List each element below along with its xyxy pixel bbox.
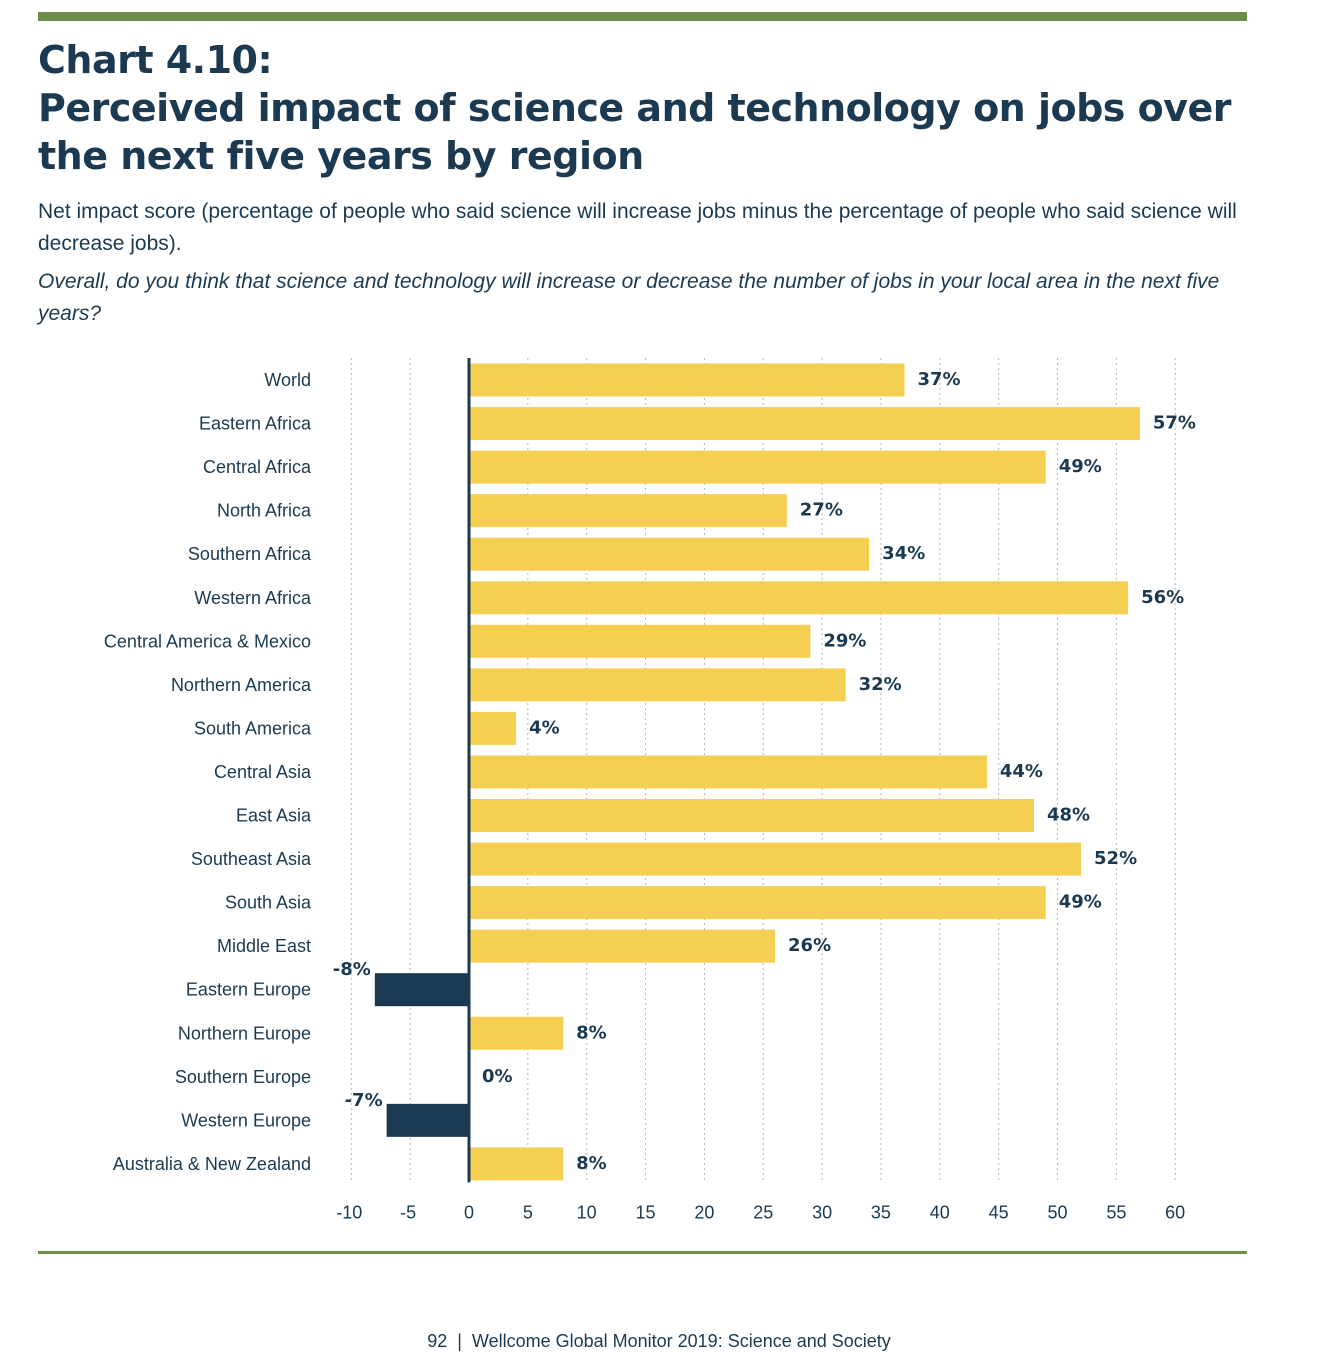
bar bbox=[469, 581, 1129, 615]
x-tick-label: -10 bbox=[336, 1202, 362, 1222]
category-label: Northern Europe bbox=[178, 1023, 311, 1043]
bar bbox=[469, 799, 1034, 832]
category-label: Middle East bbox=[217, 936, 311, 956]
chart-title-line-1: Chart 4.10: bbox=[38, 38, 273, 82]
data-label: 52% bbox=[1094, 848, 1137, 869]
x-tick-label: -5 bbox=[400, 1202, 416, 1222]
bottom-accent-rule bbox=[38, 1251, 1247, 1254]
bar bbox=[469, 668, 846, 702]
category-label: Central Asia bbox=[214, 762, 312, 782]
x-tick-label: 10 bbox=[577, 1202, 597, 1222]
x-tick-label: 20 bbox=[694, 1202, 714, 1222]
x-tick-label: 55 bbox=[1106, 1202, 1126, 1222]
category-label: Eastern Africa bbox=[199, 414, 312, 434]
category-label: Central America & Mexico bbox=[104, 631, 311, 651]
top-accent-rule bbox=[38, 12, 1247, 21]
page-footer: 92 | Wellcome Global Monitor 2019: Science… bbox=[0, 1331, 1318, 1352]
bar bbox=[469, 842, 1082, 876]
bar bbox=[469, 711, 517, 745]
data-label: 44% bbox=[1000, 761, 1043, 782]
category-label: Southern Africa bbox=[188, 544, 312, 564]
category-label: Northern America bbox=[171, 675, 312, 695]
bar bbox=[386, 1103, 469, 1137]
data-label: 8% bbox=[576, 1022, 607, 1043]
data-label: 49% bbox=[1059, 456, 1102, 477]
x-tick-label: 35 bbox=[871, 1202, 891, 1222]
bar bbox=[469, 755, 987, 789]
category-label: South America bbox=[194, 718, 312, 738]
category-label: South Asia bbox=[225, 893, 312, 913]
survey-question: Overall, do you think that science and t… bbox=[38, 270, 1220, 325]
data-label: 56% bbox=[1141, 587, 1184, 608]
category-label: Australia & New Zealand bbox=[113, 1154, 311, 1174]
page-number: 92 bbox=[427, 1331, 448, 1351]
data-label: 8% bbox=[576, 1153, 607, 1174]
x-tick-label: 5 bbox=[523, 1202, 533, 1222]
data-label: 37% bbox=[917, 369, 960, 390]
bar bbox=[469, 494, 787, 528]
x-tick-label: 50 bbox=[1047, 1202, 1067, 1222]
data-label: 29% bbox=[823, 630, 866, 651]
footer-separator: | bbox=[457, 1331, 462, 1351]
bar bbox=[469, 1147, 564, 1181]
category-label: Southeast Asia bbox=[191, 849, 312, 869]
bar-chart: World 37% Eastern Africa 57% Central Africa 4… bbox=[104, 358, 1196, 1222]
data-label: 57% bbox=[1153, 413, 1196, 434]
data-label: 34% bbox=[882, 543, 925, 564]
bar bbox=[469, 624, 811, 658]
bar bbox=[469, 450, 1046, 484]
bar bbox=[374, 973, 469, 1007]
data-label: 49% bbox=[1059, 892, 1102, 913]
data-label: -7% bbox=[345, 1090, 383, 1111]
chart-title-line-2: Perceived impact of science and technolo… bbox=[38, 86, 1232, 130]
chart-subtitle: Net impact score (percentage of people w… bbox=[38, 200, 1237, 255]
category-label: Western Africa bbox=[194, 588, 312, 608]
category-label: World bbox=[264, 370, 311, 390]
data-label: 27% bbox=[800, 500, 843, 521]
x-tick-label: 60 bbox=[1165, 1202, 1185, 1222]
x-tick-label: 45 bbox=[989, 1202, 1009, 1222]
x-tick-label: 25 bbox=[753, 1202, 773, 1222]
x-tick-label: 0 bbox=[464, 1202, 474, 1222]
bar bbox=[469, 537, 870, 571]
data-label: -8% bbox=[333, 959, 371, 980]
data-label: 26% bbox=[788, 935, 831, 956]
bar bbox=[469, 363, 905, 397]
data-label: 0% bbox=[482, 1066, 513, 1087]
data-label: 32% bbox=[859, 674, 902, 695]
chart-title-line-3: the next five years by region bbox=[38, 134, 644, 178]
category-label: Western Europe bbox=[181, 1110, 311, 1130]
x-tick-label: 15 bbox=[636, 1202, 656, 1222]
publication-title: Wellcome Global Monitor 2019: Science an… bbox=[471, 1331, 891, 1351]
x-tick-label: 30 bbox=[812, 1202, 832, 1222]
category-label: Central Africa bbox=[203, 457, 312, 477]
category-label: Southern Europe bbox=[175, 1067, 311, 1087]
category-label: East Asia bbox=[236, 806, 312, 826]
category-label: North Africa bbox=[217, 501, 312, 521]
chart-title: Chart 4.10: Perceived impact of science … bbox=[38, 36, 1258, 180]
x-tick-label: 40 bbox=[930, 1202, 950, 1222]
data-label: 4% bbox=[529, 717, 560, 738]
bar bbox=[469, 886, 1046, 920]
category-label: Eastern Europe bbox=[186, 980, 311, 1000]
bar bbox=[469, 407, 1140, 441]
data-label: 48% bbox=[1047, 805, 1090, 826]
bar bbox=[469, 1016, 564, 1050]
bar bbox=[469, 929, 776, 963]
